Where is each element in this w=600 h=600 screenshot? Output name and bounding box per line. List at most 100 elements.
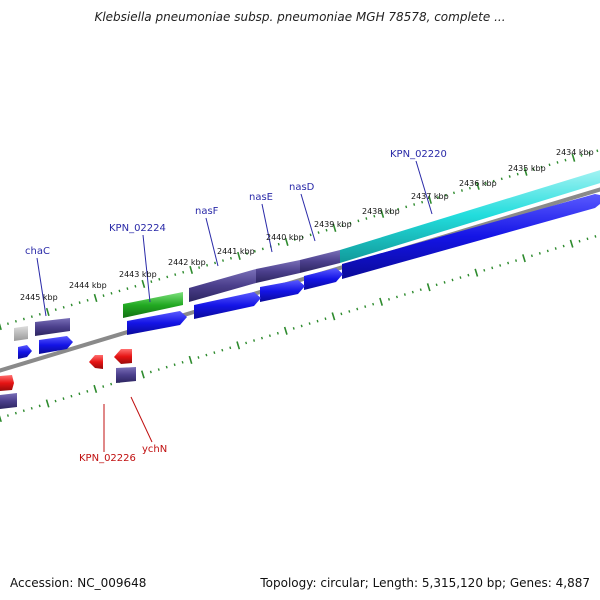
- gene-chaC-cds[interactable]: [35, 318, 70, 336]
- outer-minor-tick: [500, 177, 503, 181]
- gene-label[interactable]: KPN_02224: [109, 223, 166, 234]
- outer-major-tick: [0, 323, 2, 331]
- outer-minor-tick: [22, 317, 25, 321]
- inner-minor-tick: [268, 334, 271, 338]
- outer-major-tick: [380, 209, 385, 218]
- leader-line: [300, 193, 316, 242]
- inner-major-tick: [522, 254, 526, 263]
- gene-label[interactable]: nasF: [195, 206, 219, 217]
- outer-minor-tick: [413, 203, 416, 206]
- inner-tick-row: [0, 235, 597, 423]
- leader-line: [205, 217, 219, 267]
- inner-major-tick: [331, 312, 336, 321]
- outer-minor-tick: [540, 165, 543, 169]
- tick-label: 2439 kbp: [314, 220, 352, 229]
- outer-major-tick: [45, 307, 50, 317]
- outer-major-tick: [189, 265, 194, 274]
- gene-kpn-02220-highlight[interactable]: [340, 167, 600, 263]
- outer-minor-tick: [405, 205, 408, 209]
- gene-reverse-cds-purple[interactable]: [116, 367, 136, 383]
- inner-minor-tick: [149, 370, 152, 374]
- gene-label[interactable]: nasE: [249, 192, 273, 203]
- gene-forward-arrow-nasE[interactable]: [260, 280, 305, 302]
- gene-nasE-cds[interactable]: [256, 260, 300, 283]
- outer-major-tick: [475, 181, 480, 190]
- gene-reverse-kpn-02226[interactable]: [89, 355, 103, 369]
- outer-minor-tick: [444, 193, 448, 197]
- inner-minor-tick: [253, 339, 256, 342]
- inner-minor-tick: [356, 307, 359, 311]
- accession-text: Accession: NC_009648: [10, 576, 147, 590]
- inner-minor-tick: [308, 322, 311, 325]
- gene-label[interactable]: KPN_02220: [390, 149, 447, 160]
- gene-label[interactable]: chaC: [25, 246, 50, 257]
- gene-forward-arrow-nasD[interactable]: [304, 268, 343, 290]
- gene-reverse-ychN[interactable]: [114, 349, 132, 364]
- inner-minor-tick: [451, 278, 454, 282]
- outer-minor-tick: [182, 270, 185, 274]
- gene-label[interactable]: nasD: [289, 182, 315, 193]
- gene-forward-arrow-large[interactable]: [342, 194, 600, 279]
- gene-kpn-02224-rna[interactable]: [123, 292, 183, 318]
- outer-minor-tick: [341, 224, 344, 227]
- inner-major-tick: [188, 355, 193, 364]
- outer-minor-tick: [532, 168, 535, 171]
- outer-minor-tick: [564, 158, 567, 162]
- gene-unknown-grey[interactable]: [14, 326, 28, 341]
- leader-line: [142, 234, 151, 303]
- outer-major-tick: [332, 223, 337, 232]
- tick-label: 2434 kbp: [556, 148, 594, 157]
- gene-reverse-left-purple[interactable]: [0, 393, 17, 409]
- gene-nasF-cds[interactable]: [189, 269, 256, 302]
- outer-major-tick: [523, 167, 528, 176]
- outer-minor-tick: [86, 298, 89, 302]
- gene-forward-arrow-kpn-02224[interactable]: [127, 311, 187, 335]
- outer-minor-tick: [158, 277, 161, 281]
- gene-reverse-left-red[interactable]: [0, 375, 14, 391]
- gene-forward-arrow-small[interactable]: [18, 345, 32, 359]
- gene-forward-arrow-nasF[interactable]: [194, 292, 261, 319]
- inner-minor-tick: [491, 266, 494, 270]
- inner-major-tick: [426, 283, 431, 292]
- outer-major-tick: [93, 293, 98, 303]
- inner-minor-tick: [586, 237, 589, 241]
- tick-label: 2436 kbp: [459, 179, 497, 188]
- inner-major-tick: [283, 326, 288, 335]
- outer-minor-tick: [317, 231, 320, 234]
- outer-minor-tick: [460, 189, 463, 192]
- inner-minor-tick: [70, 394, 73, 398]
- outer-minor-tick: [365, 217, 368, 220]
- map-title: Klebsiella pneumoniae subsp. pneumoniae …: [94, 10, 506, 24]
- gene-labels: chaC KPN_02224 nasF nasE nasD KPN_02220 KPN_02…: [25, 149, 447, 464]
- inner-minor-tick: [499, 264, 502, 267]
- inner-minor-tick: [78, 392, 81, 396]
- outer-minor-tick: [484, 182, 487, 185]
- outer-minor-tick: [14, 319, 17, 323]
- gene-forward-arrow-chaC[interactable]: [39, 336, 73, 354]
- inner-minor-tick: [435, 283, 438, 287]
- tick-label: 2443 kbp: [119, 270, 157, 279]
- inner-minor-tick: [554, 247, 557, 250]
- outer-minor-tick: [118, 289, 121, 293]
- inner-minor-tick: [197, 356, 200, 359]
- leader-line: [415, 160, 433, 215]
- inner-minor-tick: [213, 351, 216, 354]
- outer-minor-tick: [452, 191, 455, 195]
- tick-label: 2440 kbp: [266, 233, 304, 242]
- inner-minor-tick: [30, 406, 33, 410]
- gene-label[interactable]: KPN_02226: [79, 453, 136, 464]
- gene-label[interactable]: ychN: [142, 444, 167, 455]
- inner-minor-tick: [395, 295, 398, 299]
- gene-nasD-cds[interactable]: [300, 250, 340, 273]
- leader-line: [261, 203, 273, 253]
- leader-line: [130, 396, 153, 443]
- outer-minor-tick: [349, 221, 352, 225]
- inner-minor-tick: [102, 385, 105, 388]
- inner-minor-tick: [181, 360, 184, 364]
- inner-minor-tick: [54, 399, 57, 403]
- inner-minor-tick: [38, 404, 41, 408]
- outer-minor-tick: [166, 275, 169, 279]
- tick-label: 2445 kbp: [20, 293, 58, 302]
- inner-minor-tick: [86, 390, 89, 393]
- inner-minor-tick: [340, 312, 343, 316]
